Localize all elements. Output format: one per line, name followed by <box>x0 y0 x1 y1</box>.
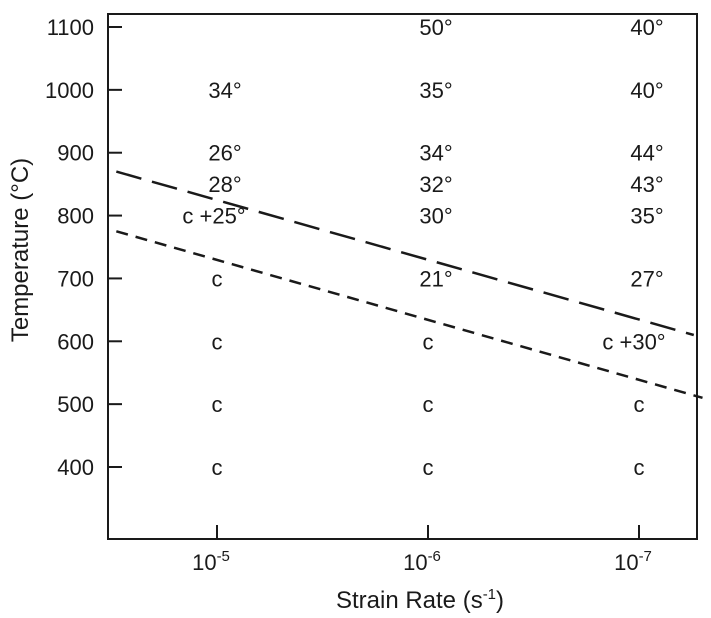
x-tick-label: 10-6 <box>403 548 441 575</box>
data-label: c +25° <box>182 204 245 229</box>
data-label: 34° <box>419 141 452 166</box>
data-label: 34° <box>208 78 241 103</box>
y-tick-label: 400 <box>57 455 94 480</box>
data-label: c <box>423 392 434 417</box>
data-label: 21° <box>419 266 452 291</box>
y-tick-label: 700 <box>57 266 94 291</box>
y-axis-title: Temperature (°C) <box>7 158 34 342</box>
short-dash-line <box>115 230 703 400</box>
data-label: 40° <box>630 15 663 40</box>
divider-lines <box>115 170 703 400</box>
data-label: c <box>212 266 223 291</box>
data-label: c <box>634 392 645 417</box>
plot-frame <box>107 13 698 540</box>
data-label: 35° <box>630 204 663 229</box>
y-tick-label: 1000 <box>45 78 94 103</box>
y-axis: 400 500 600 700 800 900 1000 1100 <box>45 15 122 480</box>
data-label: 32° <box>419 172 452 197</box>
x-tick-label: 10-5 <box>192 548 230 575</box>
x-tick-label: 10-7 <box>614 548 652 575</box>
x-axis-title: Strain Rate (s-1) <box>336 586 504 614</box>
data-label: c <box>423 329 434 354</box>
data-label: c <box>634 455 645 480</box>
data-label: 40° <box>630 78 663 103</box>
data-label: c <box>212 455 223 480</box>
x-axis: 10-5 10-6 10-7 <box>192 525 652 575</box>
data-label: c <box>212 329 223 354</box>
data-label: 43° <box>630 172 663 197</box>
data-label: 44° <box>630 141 663 166</box>
data-label: 50° <box>419 15 452 40</box>
data-label: c +30° <box>602 329 665 354</box>
data-labels: 34° 26° 28° c +25° c c c c 50° 35° 34° 32° 30° 21° c c c… <box>182 15 665 480</box>
y-tick-label: 800 <box>57 204 94 229</box>
data-label: 26° <box>208 141 241 166</box>
y-tick-label: 500 <box>57 392 94 417</box>
data-label: 30° <box>419 204 452 229</box>
y-tick-label: 600 <box>57 329 94 354</box>
y-tick-label: 1100 <box>47 15 94 40</box>
long-dash-line <box>115 170 695 337</box>
data-label: c <box>212 392 223 417</box>
data-label: c <box>423 455 434 480</box>
data-label: 35° <box>419 78 452 103</box>
data-label: 27° <box>630 266 663 291</box>
y-tick-label: 900 <box>57 141 94 166</box>
data-label: 28° <box>208 172 241 197</box>
